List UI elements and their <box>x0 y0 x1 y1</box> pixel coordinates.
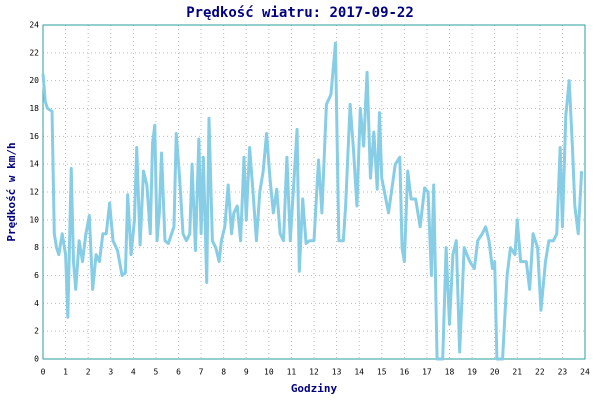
y-tick-label: 12 <box>29 188 39 197</box>
x-tick-label: 5 <box>154 368 159 377</box>
x-tick-label: 12 <box>309 368 319 377</box>
y-tick-label: 18 <box>29 104 39 113</box>
y-axis-label: Prędkość w km/h <box>5 142 18 241</box>
y-tick-label: 20 <box>29 76 39 85</box>
x-tick-label: 4 <box>131 368 136 377</box>
chart-title: Prędkość wiatru: 2017-09-22 <box>186 5 414 21</box>
x-tick-label: 13 <box>332 368 342 377</box>
y-tick-label: 6 <box>34 271 39 280</box>
x-tick-label: 14 <box>354 368 364 377</box>
y-tick-label: 22 <box>29 48 39 57</box>
data-line <box>41 41 584 361</box>
y-tick-label: 10 <box>29 215 39 224</box>
y-tick-label: 8 <box>34 243 39 252</box>
x-tick-label: 2 <box>86 368 91 377</box>
y-tick-label: 0 <box>34 355 39 364</box>
x-tick-label: 18 <box>445 368 455 377</box>
plot-frame <box>42 24 586 360</box>
y-tick-label: 16 <box>29 132 39 141</box>
x-tick-label: 15 <box>377 368 387 377</box>
x-tick-label: 21 <box>512 368 522 377</box>
x-tick-label: 22 <box>535 368 545 377</box>
x-tick-label: 20 <box>490 368 500 377</box>
x-tick-label: 19 <box>467 368 477 377</box>
x-tick-label: 7 <box>199 368 204 377</box>
x-tick-label: 17 <box>422 368 432 377</box>
x-axis-label: Godziny <box>291 382 338 395</box>
x-tick-label: 24 <box>580 368 590 377</box>
y-tick-label: 4 <box>34 299 39 308</box>
x-tick-label: 16 <box>400 368 410 377</box>
x-tick-label: 1 <box>63 368 68 377</box>
x-tick-label: 3 <box>108 368 113 377</box>
x-tick-label: 10 <box>264 368 274 377</box>
y-tick-label: 14 <box>29 160 39 169</box>
x-tick-label: 9 <box>244 368 249 377</box>
x-tick-label: 6 <box>176 368 181 377</box>
x-tick-label: 23 <box>558 368 568 377</box>
x-tick-label: 8 <box>221 368 226 377</box>
y-tick-label: 2 <box>34 327 39 336</box>
x-tick-label: 0 <box>41 368 46 377</box>
x-tick-label: 11 <box>287 368 297 377</box>
y-tick-label: 24 <box>29 21 39 30</box>
